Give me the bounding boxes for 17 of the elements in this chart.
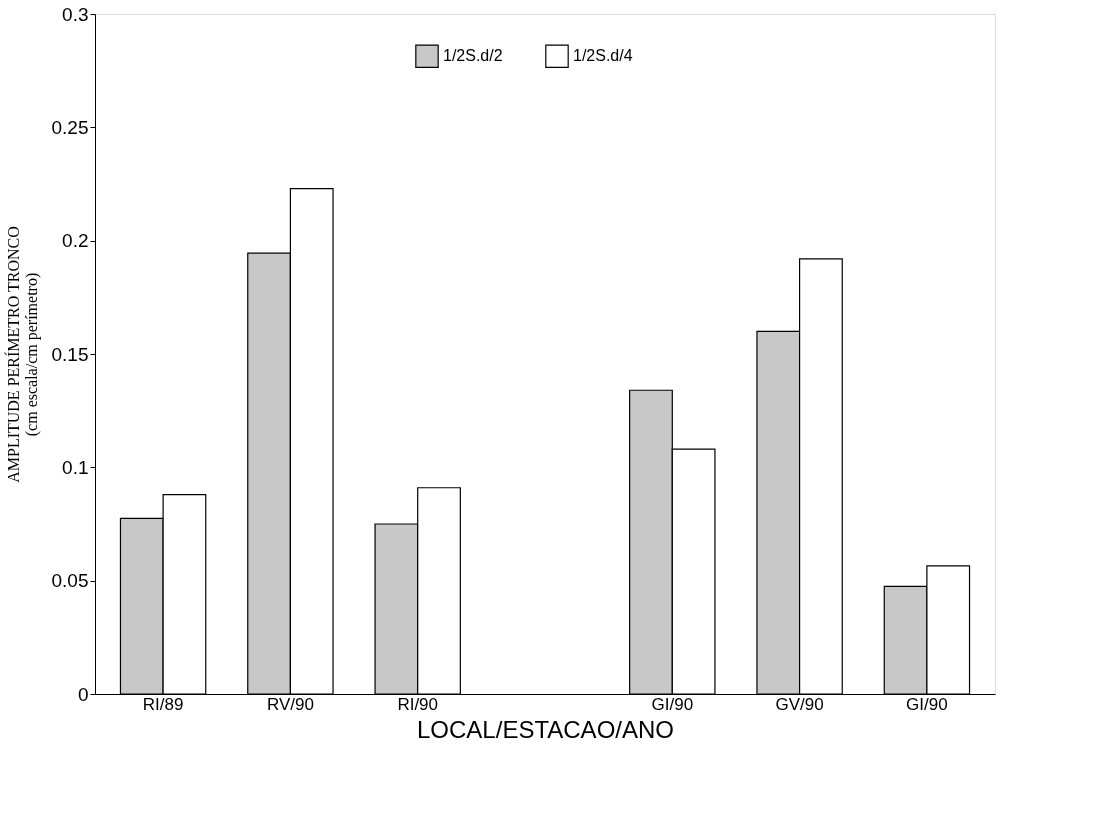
y-tick-label: 0.2: [62, 230, 89, 252]
y-axis-title: AMPLITUDE PERÍMETRO TRONCO (cm escala/cm perímetro): [3, 226, 41, 483]
y-tick-label: 0.15: [51, 343, 89, 365]
x-axis-title: LOCAL/ESTACAO/ANO: [417, 715, 674, 743]
y-tick-label: 0.1: [62, 456, 89, 478]
x-tick-label: RV/90: [266, 694, 314, 714]
x-tick-label: GI/90: [651, 694, 694, 714]
y-tick-label: 0.25: [51, 116, 89, 138]
legend-label: 1/2S.d/4: [573, 47, 633, 65]
x-tick-label: GI/90: [906, 694, 948, 714]
x-tick-label: RI/90: [397, 694, 439, 714]
y-tick-label: 0.3: [62, 3, 89, 25]
y-tick-label: 0.05: [51, 570, 89, 592]
x-tick-label: RI/89: [142, 694, 184, 714]
legend-label: 1/2S.d/2: [443, 47, 503, 65]
y-tick-label: 0: [77, 683, 89, 705]
x-tick-label: GV/90: [775, 694, 824, 714]
